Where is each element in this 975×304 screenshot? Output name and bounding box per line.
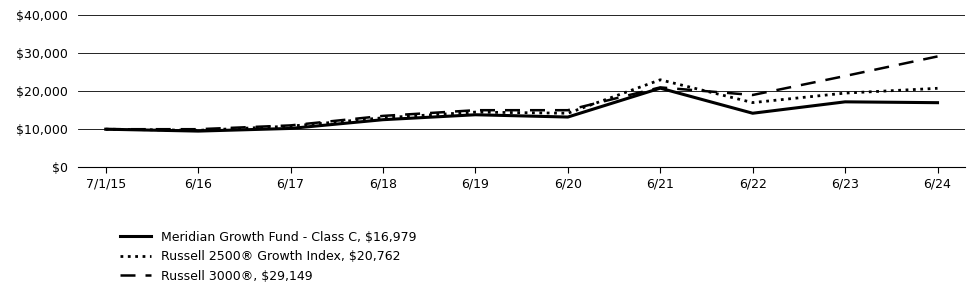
Russell 3000®, $29,149 [99, 127, 111, 131]
Russell 2500® Growth Index, $20,762 [932, 86, 944, 90]
Russell 2500® Growth Index, $20,762 [99, 127, 111, 131]
Russell 2500® Growth Index, $20,762 [285, 124, 296, 128]
Russell 3000®, $29,149 [932, 55, 944, 58]
Russell 2500® Growth Index, $20,762 [192, 129, 204, 132]
Meridian Growth Fund - Class C, $16,979 [192, 129, 204, 133]
Russell 2500® Growth Index, $20,762 [562, 111, 573, 115]
Russell 3000®, $29,149 [747, 93, 759, 97]
Line: Russell 3000®, $29,149: Russell 3000®, $29,149 [105, 57, 938, 129]
Meridian Growth Fund - Class C, $16,979 [747, 111, 759, 115]
Russell 2500® Growth Index, $20,762 [654, 78, 666, 81]
Line: Meridian Growth Fund - Class C, $16,979: Meridian Growth Fund - Class C, $16,979 [105, 88, 938, 131]
Russell 3000®, $29,149 [377, 114, 389, 118]
Russell 2500® Growth Index, $20,762 [470, 110, 482, 114]
Russell 2500® Growth Index, $20,762 [747, 101, 759, 105]
Russell 2500® Growth Index, $20,762 [377, 116, 389, 119]
Meridian Growth Fund - Class C, $16,979 [562, 115, 573, 119]
Meridian Growth Fund - Class C, $16,979 [932, 101, 944, 105]
Meridian Growth Fund - Class C, $16,979 [99, 127, 111, 131]
Russell 3000®, $29,149 [470, 109, 482, 112]
Russell 2500® Growth Index, $20,762 [839, 91, 851, 95]
Meridian Growth Fund - Class C, $16,979 [377, 118, 389, 122]
Meridian Growth Fund - Class C, $16,979 [285, 126, 296, 130]
Legend: Meridian Growth Fund - Class C, $16,979, Russell 2500® Growth Index, $20,762, Ru: Meridian Growth Fund - Class C, $16,979,… [120, 231, 416, 283]
Meridian Growth Fund - Class C, $16,979 [654, 86, 666, 90]
Meridian Growth Fund - Class C, $16,979 [839, 100, 851, 104]
Russell 3000®, $29,149 [192, 127, 204, 131]
Russell 3000®, $29,149 [839, 74, 851, 78]
Russell 3000®, $29,149 [654, 86, 666, 89]
Meridian Growth Fund - Class C, $16,979 [470, 113, 482, 117]
Russell 3000®, $29,149 [285, 123, 296, 127]
Line: Russell 2500® Growth Index, $20,762: Russell 2500® Growth Index, $20,762 [105, 80, 938, 130]
Russell 3000®, $29,149 [562, 109, 573, 112]
